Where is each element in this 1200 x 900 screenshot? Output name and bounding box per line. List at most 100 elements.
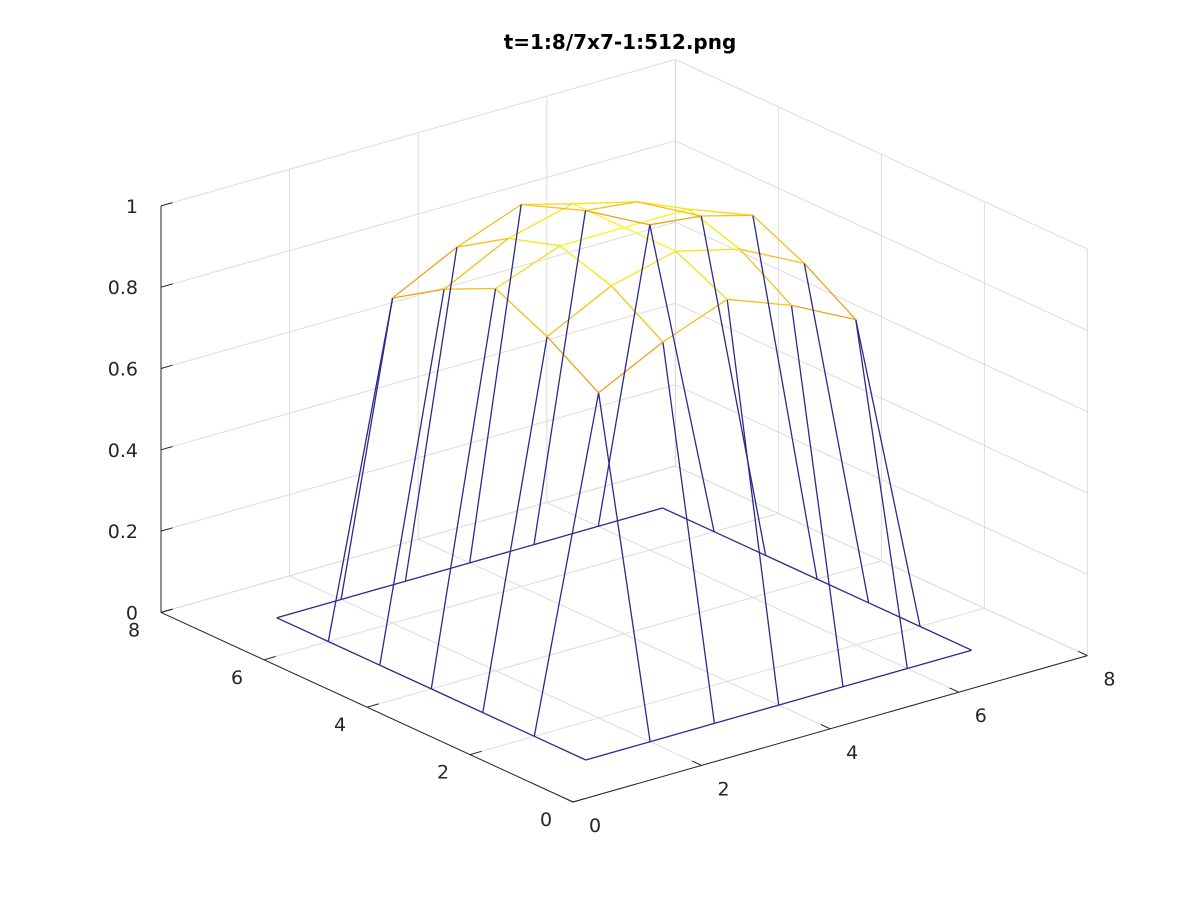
mesh-edge xyxy=(572,203,625,229)
mesh-edge xyxy=(752,215,818,580)
x-tick-mark xyxy=(949,687,960,693)
mesh-edge xyxy=(803,262,857,321)
grid-line xyxy=(160,384,676,532)
mesh-edge xyxy=(379,664,432,690)
mesh-edge xyxy=(482,712,535,737)
mesh-edge xyxy=(276,598,342,619)
grid-lines xyxy=(160,59,1088,803)
mesh-edge xyxy=(585,201,638,212)
mesh-edge xyxy=(842,667,908,688)
mesh-edge xyxy=(431,688,484,714)
mesh-edge xyxy=(340,297,394,600)
mesh-edge xyxy=(688,208,753,216)
mesh-edge xyxy=(482,336,548,713)
y-tick-mark xyxy=(572,798,585,803)
mesh-edge xyxy=(456,237,509,248)
mesh-edge xyxy=(456,203,522,248)
mesh-edge xyxy=(404,247,458,582)
mesh-edge xyxy=(662,341,716,724)
z-tick-label: 1 xyxy=(126,196,138,218)
z-tick-mark xyxy=(160,608,173,613)
y-tick-label: 4 xyxy=(334,714,346,736)
mesh-edge xyxy=(572,201,638,205)
grid-line xyxy=(675,59,1088,250)
x-tick-mark xyxy=(563,797,574,803)
mesh-edge xyxy=(328,640,381,666)
mesh-edge xyxy=(598,507,663,527)
grid-line xyxy=(160,59,676,207)
mesh-edge xyxy=(443,237,509,290)
mesh-edge xyxy=(405,562,470,582)
grid-line xyxy=(160,465,676,613)
y-tick-mark xyxy=(366,703,379,708)
z-tick-label: 0.8 xyxy=(108,277,138,299)
mesh-edge xyxy=(611,250,677,287)
mesh-edge xyxy=(662,507,715,533)
mesh-edge xyxy=(714,704,779,725)
mesh-edge xyxy=(508,203,574,239)
y-tick-mark xyxy=(263,656,276,661)
mesh-edge xyxy=(688,208,741,250)
grid-line xyxy=(675,465,1088,657)
mesh-edge xyxy=(907,649,972,670)
mesh-edge xyxy=(649,224,715,532)
grid-line xyxy=(160,221,676,369)
y-tick-label: 0 xyxy=(540,809,552,831)
x-tick-label: 2 xyxy=(718,778,730,800)
z-tick-label: 0.4 xyxy=(108,440,138,462)
mesh-edge xyxy=(623,226,676,252)
mesh-edge xyxy=(469,543,535,564)
mesh-edge xyxy=(340,580,406,601)
grid-line xyxy=(675,140,1088,331)
grid-line xyxy=(366,560,882,708)
z-tick-mark xyxy=(160,283,173,288)
x-tick-mark xyxy=(820,724,831,730)
mesh-edge xyxy=(700,215,767,556)
mesh-edge xyxy=(495,288,548,338)
x-tick-mark xyxy=(692,760,702,766)
grid-line xyxy=(675,384,1088,575)
mesh-edge xyxy=(521,203,586,212)
mesh-edge xyxy=(521,203,573,206)
x-tick-mark xyxy=(1077,650,1088,657)
mesh-edge xyxy=(791,304,856,321)
z-tick-label: 0.6 xyxy=(108,359,138,381)
y-tick-label: 2 xyxy=(437,762,449,784)
mesh-edge xyxy=(919,625,972,651)
grid-line xyxy=(160,302,676,451)
z-tick-label: 0 xyxy=(126,602,138,624)
mesh-edge xyxy=(868,602,921,628)
surface-mesh xyxy=(276,201,972,761)
mesh-edge xyxy=(726,299,780,706)
mesh-edge xyxy=(533,210,587,545)
mesh-edge xyxy=(727,298,792,307)
mesh-edge xyxy=(276,617,329,643)
mesh-edge xyxy=(379,289,445,666)
mesh-edge xyxy=(597,392,651,742)
mesh-edge xyxy=(624,208,689,229)
mesh-edge xyxy=(649,722,715,743)
mesh-edge xyxy=(444,287,496,290)
mesh-edge xyxy=(534,735,587,761)
grid-line xyxy=(469,607,985,756)
mesh-edge xyxy=(327,297,394,642)
x-tick-label: 4 xyxy=(846,742,858,764)
mesh-edge xyxy=(533,525,599,546)
mesh-edge xyxy=(585,209,650,226)
z-tick-mark xyxy=(160,446,173,451)
mesh-edge xyxy=(675,250,728,300)
y-tick-label: 8 xyxy=(128,619,140,641)
mesh-edge xyxy=(752,214,805,264)
mesh-edge xyxy=(816,578,869,604)
mesh-edge xyxy=(585,741,651,761)
mesh-edge xyxy=(765,554,818,580)
mesh-edge xyxy=(597,224,651,527)
mesh-edge xyxy=(662,298,728,343)
mesh-edge xyxy=(559,226,625,247)
grid-line xyxy=(675,302,1088,494)
z-tick-mark xyxy=(160,202,173,207)
mesh-edge xyxy=(855,319,921,627)
mesh-edge xyxy=(649,215,702,226)
